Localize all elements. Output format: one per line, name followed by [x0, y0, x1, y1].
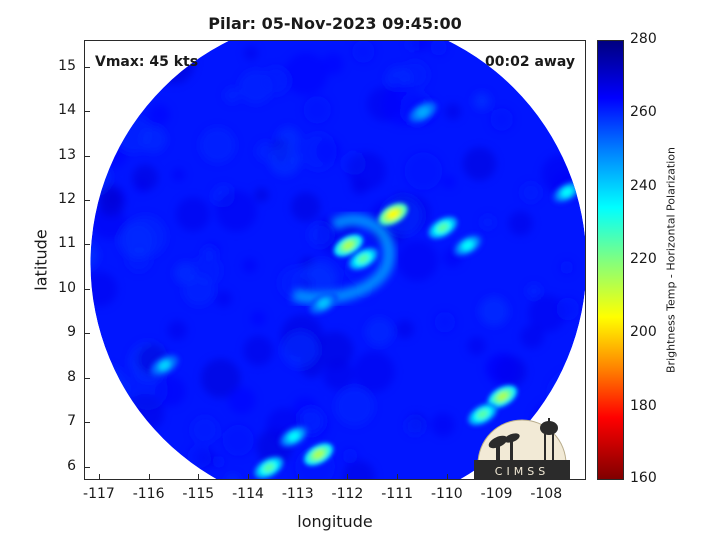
y-axis-label: latitude [31, 229, 51, 291]
chart-title: Pilar: 05-Nov-2023 09:45:00 [208, 14, 462, 33]
colorbar-label: Brightness Temp - Horizontal Polarizatio… [664, 147, 678, 373]
convective-feature [428, 216, 458, 239]
y-tick-label: 11 [58, 235, 76, 252]
time-away-label: 00:02 away [485, 54, 575, 70]
vmax-label: Vmax: 45 kts [95, 54, 199, 70]
colorbar-tick-label: 280 [630, 31, 657, 47]
colorbar-tick-label: 200 [630, 324, 657, 341]
y-tick-mark [85, 244, 90, 246]
x-tick-mark [98, 474, 100, 479]
y-tick-label: 14 [58, 102, 76, 119]
colorbar-tick-label: 240 [630, 177, 657, 194]
y-tick-mark [85, 422, 90, 424]
x-tick-mark [198, 474, 200, 479]
x-tick-label: -111 [381, 486, 414, 502]
x-tick-mark [397, 474, 399, 479]
x-tick-label: -109 [480, 486, 513, 502]
convective-feature [378, 203, 408, 226]
x-tick-label: -112 [331, 486, 364, 502]
y-tick-mark [85, 466, 90, 468]
x-tick-mark [148, 474, 150, 479]
colorbar-tick-label: 160 [630, 470, 657, 486]
x-tick-label: -110 [430, 486, 463, 502]
x-axis-label: longitude [297, 512, 373, 531]
y-tick-mark [85, 155, 90, 157]
y-tick-mark [85, 377, 90, 379]
y-tick-mark [85, 111, 90, 113]
x-tick-mark [297, 474, 299, 479]
brightness-temp-map [90, 41, 585, 479]
colorbar-tick-label: 180 [630, 397, 657, 414]
convective-feature [304, 443, 334, 466]
y-tick-mark [85, 66, 90, 68]
swath-layer [90, 41, 585, 479]
x-tick-mark [446, 474, 448, 479]
x-tick-label: -116 [132, 486, 165, 502]
y-tick-label: 9 [67, 324, 76, 341]
x-tick-mark [347, 474, 349, 479]
y-tick-mark [85, 288, 90, 290]
y-tick-label: 7 [67, 413, 76, 430]
x-tick-label: -114 [232, 486, 264, 502]
svg-text:CIMSS: CIMSS [495, 465, 549, 478]
y-tick-mark [85, 200, 90, 201]
convective-feature [408, 100, 438, 124]
convective-feature [487, 385, 518, 408]
y-tick-label: 8 [67, 368, 76, 385]
convective-feature [309, 292, 339, 315]
colorbar-tick-label: 260 [630, 104, 657, 121]
x-tick-label: -117 [83, 486, 115, 502]
x-tick-label: -108 [530, 486, 563, 502]
y-tick-label: 6 [67, 457, 76, 474]
x-tick-label: -115 [182, 486, 215, 502]
y-tick-label: 13 [58, 146, 76, 163]
convective-feature [348, 247, 378, 270]
convective-feature [453, 234, 483, 257]
colorbar [597, 40, 624, 480]
cimss-logo: CIMSS [474, 418, 570, 480]
convective-feature [254, 456, 284, 479]
convective-feature [468, 403, 498, 426]
convective-feature [149, 354, 180, 377]
y-tick-label: 15 [58, 57, 76, 74]
x-tick-mark [248, 474, 250, 479]
convective-feature [333, 234, 363, 257]
map-plot-area[interactable]: Vmax: 45 kts 00:02 away [84, 40, 586, 480]
y-tick-label: 12 [58, 191, 76, 207]
x-tick-label: -113 [281, 486, 314, 502]
y-tick-label: 10 [58, 279, 76, 296]
y-tick-mark [85, 333, 90, 335]
colorbar-tick-label: 220 [630, 251, 657, 267]
convective-feature [279, 425, 309, 448]
